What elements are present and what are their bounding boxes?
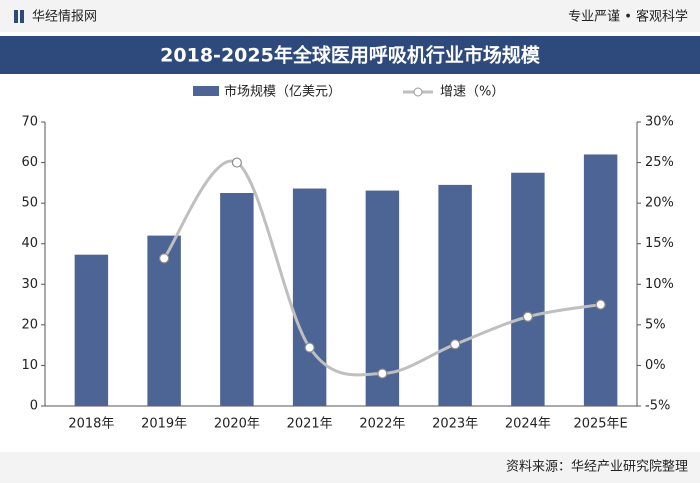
legend-label: 增速（%）: [440, 85, 504, 100]
y2-tick-label: -5%: [645, 399, 670, 414]
x-tick-label: 2020年: [214, 417, 260, 432]
slogan: 专业严谨 • 客观科学: [568, 9, 688, 25]
y-tick-label: 20: [21, 317, 38, 332]
brand: 华经情报网: [32, 10, 97, 25]
line-marker: [231, 157, 242, 168]
legend-swatch: [193, 86, 219, 96]
title-bar: [0, 36, 700, 74]
line-marker: [304, 342, 315, 353]
bar: [74, 254, 109, 406]
x-tick-label: 2019年: [141, 417, 187, 432]
line-marker: [159, 253, 170, 264]
x-tick-label: 2025年E: [573, 417, 627, 432]
line: [162, 159, 601, 377]
legend-label: 市场规模（亿美元）: [224, 84, 341, 100]
bar: [220, 193, 254, 406]
line-marker: [595, 299, 606, 310]
y-tick-label: 70: [21, 115, 38, 130]
legend-marker: [413, 87, 423, 97]
line-marker: [377, 368, 388, 379]
line-marker: [450, 339, 461, 350]
x-tick-label: 2021年: [287, 417, 333, 432]
x-tick-label: 2024年: [505, 417, 551, 432]
bar: [292, 188, 327, 406]
bar: [438, 184, 472, 406]
y-tick-label: 40: [21, 236, 38, 251]
y-tick-label: 0: [30, 399, 38, 414]
x-tick-label: 2023年: [432, 417, 478, 432]
header-bar: [0, 0, 700, 32]
y2-tick-label: 10%: [645, 277, 674, 292]
bar: [583, 154, 618, 406]
source: 资料来源：华经产业研究院整理: [506, 460, 688, 475]
y2-tick-label: 0%: [645, 358, 666, 373]
y2-tick-label: 15%: [645, 236, 674, 251]
x-tick-label: 2018年: [68, 417, 114, 432]
logo-mark: [14, 10, 18, 23]
bar: [511, 172, 545, 406]
y2-tick-label: 25%: [645, 155, 674, 170]
logo-mark: [20, 10, 24, 23]
y-tick-label: 60: [21, 155, 38, 170]
y2-tick-label: 5%: [645, 317, 666, 332]
chart-title: 2018-2025年全球医用呼吸机行业市场规模: [160, 44, 541, 67]
y-tick-label: 10: [21, 358, 38, 373]
y2-tick-label: 30%: [645, 115, 674, 130]
bar: [147, 235, 181, 406]
y-tick-label: 50: [21, 196, 38, 211]
footer-bar: [0, 452, 700, 483]
x-tick-label: 2022年: [359, 417, 405, 432]
line-marker: [522, 311, 533, 322]
y2-tick-label: 20%: [645, 196, 674, 211]
y-tick-label: 30: [21, 277, 38, 292]
